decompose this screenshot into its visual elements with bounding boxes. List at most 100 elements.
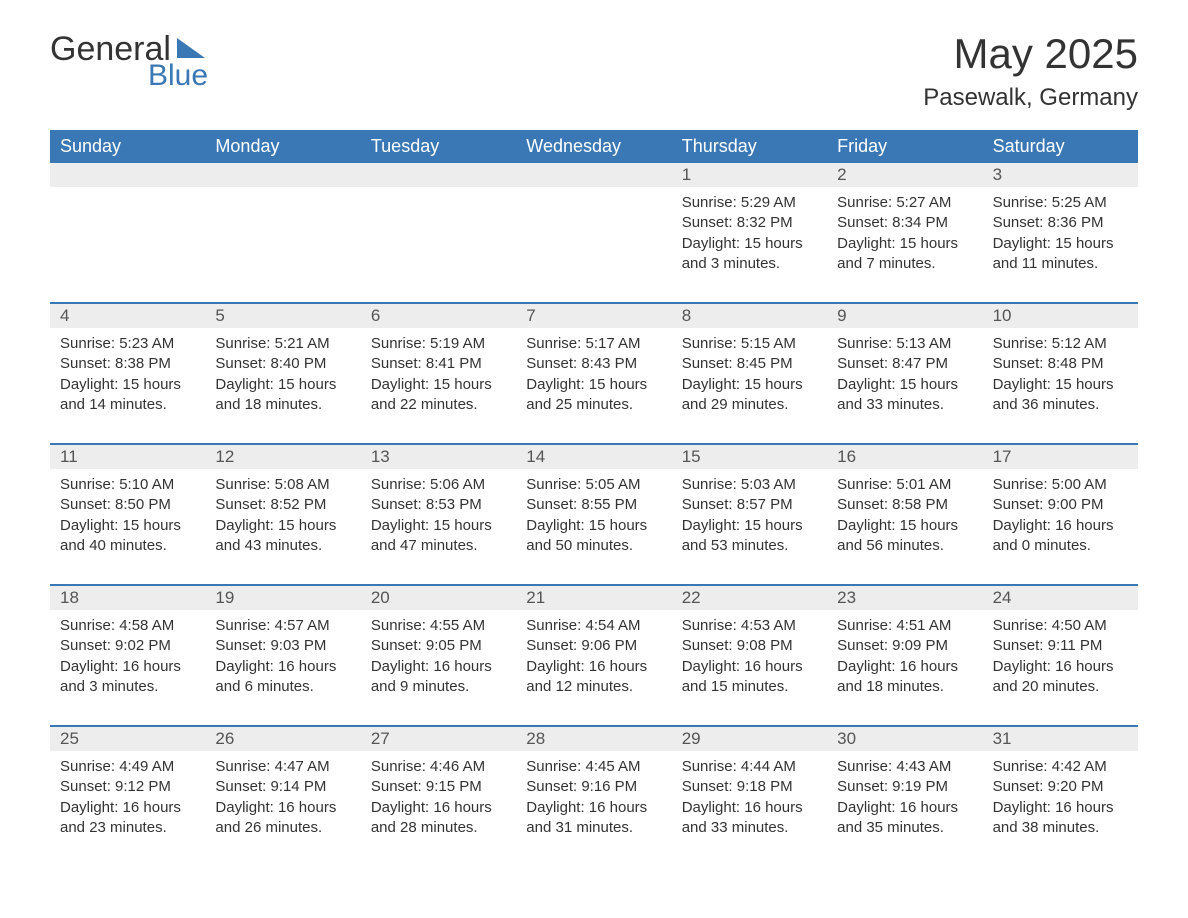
day-line: Sunset: 8:50 PM	[60, 495, 195, 515]
day-line: Daylight: 16 hours and 15 minutes.	[682, 657, 817, 698]
day-number: 6	[361, 304, 516, 328]
day-line: Sunrise: 4:45 AM	[526, 757, 661, 777]
weekday-header-row: SundayMondayTuesdayWednesdayThursdayFrid…	[50, 130, 1138, 163]
day-line: Sunrise: 5:21 AM	[215, 334, 350, 354]
day-number: 16	[827, 445, 982, 469]
day-number: 10	[983, 304, 1138, 328]
day-body: Sunrise: 5:03 AMSunset: 8:57 PMDaylight:…	[672, 469, 827, 584]
day-line: Sunrise: 5:10 AM	[60, 475, 195, 495]
day-body	[361, 187, 516, 302]
day-line: Sunset: 9:12 PM	[60, 777, 195, 797]
week-row: 18192021222324Sunrise: 4:58 AMSunset: 9:…	[50, 584, 1138, 725]
day-body: Sunrise: 4:54 AMSunset: 9:06 PMDaylight:…	[516, 610, 671, 725]
month-title: May 2025	[923, 30, 1138, 78]
day-number: 15	[672, 445, 827, 469]
day-line: Daylight: 15 hours and 47 minutes.	[371, 516, 506, 557]
day-line: Daylight: 16 hours and 6 minutes.	[215, 657, 350, 698]
day-body	[205, 187, 360, 302]
day-line: Sunset: 8:43 PM	[526, 354, 661, 374]
day-line: Sunset: 8:48 PM	[993, 354, 1128, 374]
day-line: Sunrise: 4:53 AM	[682, 616, 817, 636]
day-number: 5	[205, 304, 360, 328]
day-number: 2	[827, 163, 982, 187]
weekday-cell: Monday	[205, 130, 360, 163]
day-line: Sunrise: 5:01 AM	[837, 475, 972, 495]
day-number	[516, 163, 671, 187]
day-body: Sunrise: 5:10 AMSunset: 8:50 PMDaylight:…	[50, 469, 205, 584]
day-body: Sunrise: 5:23 AMSunset: 8:38 PMDaylight:…	[50, 328, 205, 443]
day-body: Sunrise: 5:12 AMSunset: 8:48 PMDaylight:…	[983, 328, 1138, 443]
day-line: Sunset: 8:41 PM	[371, 354, 506, 374]
day-line: Sunset: 9:18 PM	[682, 777, 817, 797]
day-body: Sunrise: 4:49 AMSunset: 9:12 PMDaylight:…	[50, 751, 205, 866]
day-line: Sunset: 8:53 PM	[371, 495, 506, 515]
day-line: Sunrise: 5:13 AM	[837, 334, 972, 354]
day-line: Sunrise: 5:17 AM	[526, 334, 661, 354]
day-number: 22	[672, 586, 827, 610]
day-number: 26	[205, 727, 360, 751]
day-line: Sunrise: 4:43 AM	[837, 757, 972, 777]
day-number: 12	[205, 445, 360, 469]
location-label: Pasewalk, Germany	[923, 84, 1138, 112]
day-line: Sunrise: 4:50 AM	[993, 616, 1128, 636]
day-body: Sunrise: 5:05 AMSunset: 8:55 PMDaylight:…	[516, 469, 671, 584]
day-line: Sunset: 9:08 PM	[682, 636, 817, 656]
day-line: Daylight: 15 hours and 25 minutes.	[526, 375, 661, 416]
day-line: Daylight: 15 hours and 53 minutes.	[682, 516, 817, 557]
day-line: Sunrise: 5:06 AM	[371, 475, 506, 495]
day-body: Sunrise: 5:25 AMSunset: 8:36 PMDaylight:…	[983, 187, 1138, 302]
day-body: Sunrise: 5:19 AMSunset: 8:41 PMDaylight:…	[361, 328, 516, 443]
day-line: Sunset: 8:57 PM	[682, 495, 817, 515]
weekday-cell: Saturday	[983, 130, 1138, 163]
logo-triangle-icon	[177, 38, 205, 58]
day-line: Sunset: 9:03 PM	[215, 636, 350, 656]
day-line: Sunrise: 4:42 AM	[993, 757, 1128, 777]
day-line: Daylight: 15 hours and 56 minutes.	[837, 516, 972, 557]
day-body: Sunrise: 4:46 AMSunset: 9:15 PMDaylight:…	[361, 751, 516, 866]
day-number: 18	[50, 586, 205, 610]
day-line: Daylight: 16 hours and 0 minutes.	[993, 516, 1128, 557]
week-row: 11121314151617Sunrise: 5:10 AMSunset: 8:…	[50, 443, 1138, 584]
day-line: Daylight: 15 hours and 36 minutes.	[993, 375, 1128, 416]
title-block: May 2025 Pasewalk, Germany	[923, 30, 1138, 112]
day-body: Sunrise: 5:27 AMSunset: 8:34 PMDaylight:…	[827, 187, 982, 302]
day-body: Sunrise: 4:45 AMSunset: 9:16 PMDaylight:…	[516, 751, 671, 866]
day-line: Sunrise: 5:15 AM	[682, 334, 817, 354]
weekday-cell: Friday	[827, 130, 982, 163]
day-line: Sunrise: 4:44 AM	[682, 757, 817, 777]
day-number: 19	[205, 586, 360, 610]
day-line: Sunset: 9:19 PM	[837, 777, 972, 797]
day-line: Sunrise: 4:51 AM	[837, 616, 972, 636]
day-line: Sunset: 9:09 PM	[837, 636, 972, 656]
day-line: Sunrise: 5:08 AM	[215, 475, 350, 495]
day-line: Sunset: 8:40 PM	[215, 354, 350, 374]
day-number: 17	[983, 445, 1138, 469]
day-line: Daylight: 16 hours and 20 minutes.	[993, 657, 1128, 698]
day-body: Sunrise: 4:47 AMSunset: 9:14 PMDaylight:…	[205, 751, 360, 866]
day-body: Sunrise: 5:06 AMSunset: 8:53 PMDaylight:…	[361, 469, 516, 584]
day-body: Sunrise: 4:51 AMSunset: 9:09 PMDaylight:…	[827, 610, 982, 725]
day-line: Daylight: 16 hours and 31 minutes.	[526, 798, 661, 839]
day-line: Daylight: 16 hours and 33 minutes.	[682, 798, 817, 839]
day-body: Sunrise: 4:50 AMSunset: 9:11 PMDaylight:…	[983, 610, 1138, 725]
day-body: Sunrise: 5:08 AMSunset: 8:52 PMDaylight:…	[205, 469, 360, 584]
day-line: Daylight: 16 hours and 12 minutes.	[526, 657, 661, 698]
day-body: Sunrise: 4:53 AMSunset: 9:08 PMDaylight:…	[672, 610, 827, 725]
weekday-cell: Sunday	[50, 130, 205, 163]
day-number: 21	[516, 586, 671, 610]
day-line: Daylight: 15 hours and 40 minutes.	[60, 516, 195, 557]
day-line: Sunset: 9:06 PM	[526, 636, 661, 656]
day-number: 9	[827, 304, 982, 328]
day-body	[50, 187, 205, 302]
day-number	[205, 163, 360, 187]
day-body: Sunrise: 4:57 AMSunset: 9:03 PMDaylight:…	[205, 610, 360, 725]
week-row: 45678910Sunrise: 5:23 AMSunset: 8:38 PMD…	[50, 302, 1138, 443]
day-line: Sunrise: 5:25 AM	[993, 193, 1128, 213]
day-number: 13	[361, 445, 516, 469]
day-line: Daylight: 15 hours and 11 minutes.	[993, 234, 1128, 275]
day-line: Sunset: 8:52 PM	[215, 495, 350, 515]
week-row: 123Sunrise: 5:29 AMSunset: 8:32 PMDaylig…	[50, 163, 1138, 302]
weeks-container: 123Sunrise: 5:29 AMSunset: 8:32 PMDaylig…	[50, 163, 1138, 866]
day-number: 3	[983, 163, 1138, 187]
day-number: 30	[827, 727, 982, 751]
